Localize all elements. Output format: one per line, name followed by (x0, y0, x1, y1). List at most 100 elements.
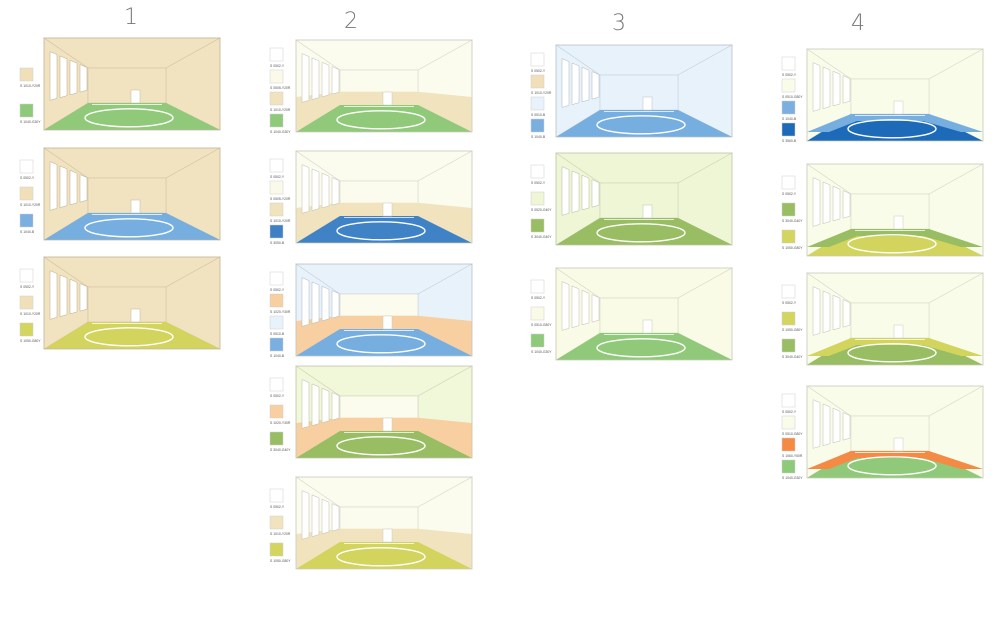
window (591, 179, 600, 208)
door (893, 215, 904, 230)
color-swatch (19, 322, 34, 337)
color-code-label: S 3050-B (270, 241, 285, 245)
court-circle (84, 327, 174, 347)
court-circle (84, 218, 174, 238)
room-variant: S 0502-Y S 0510-G80Y S 1040-B S 3560-B (781, 48, 985, 143)
right-wall-band (418, 91, 472, 132)
color-code-label: S 0502-Y (531, 181, 546, 185)
color-code-label: S 0510-B (270, 332, 285, 336)
room-variant: S 0502-Y S 0520-G40Y S 3040-G40Y (530, 152, 734, 246)
color-code-label: S 1040-B (782, 117, 797, 121)
floor (556, 110, 732, 137)
court-circle (336, 221, 426, 241)
color-code-label: S 1040-G30Y (270, 130, 291, 134)
window (832, 407, 841, 444)
window (812, 62, 821, 112)
window (842, 190, 851, 219)
color-code-label: S 0502-Y (20, 176, 35, 180)
color-swatch (269, 180, 284, 195)
window (321, 387, 330, 424)
window (301, 379, 310, 429)
room-variant: S 0502-Y S 0505-Y20R S 1010-Y20R S 1040-G30… (269, 39, 474, 134)
floor (296, 329, 472, 356)
color-swatch (530, 118, 545, 133)
court-circle (596, 115, 686, 135)
window (301, 490, 310, 540)
column-number: 2 (344, 9, 358, 34)
window (812, 286, 821, 336)
window (832, 185, 841, 222)
color-code-label: S 0510-G80Y (782, 95, 803, 99)
room-frame (43, 37, 221, 131)
window (59, 165, 68, 208)
color-swatch (530, 164, 545, 179)
floor (44, 322, 220, 349)
floor (296, 542, 472, 569)
left-wall-band (296, 528, 340, 569)
back-wall (850, 193, 930, 230)
color-swatch (19, 67, 34, 82)
color-swatch (19, 103, 34, 118)
color-swatch (269, 431, 284, 446)
scheme-column-4: 4 S 0502-Y S 0510-G80Y S 1040-B S 3560-B S 05… (781, 11, 985, 480)
room-variant: S 0502-Y S 1020-Y30R S 3040-G40Y (269, 365, 474, 459)
color-code-label: S 0502-Y (20, 285, 35, 289)
room-frame (555, 267, 733, 361)
color-code-label: S 0510-G80Y (531, 323, 552, 327)
color-code-label: S 1040-G30Y (782, 476, 803, 480)
door (642, 96, 653, 111)
color-swatch (781, 459, 796, 474)
color-swatch (269, 404, 284, 419)
back-wall (599, 182, 679, 219)
back-wall (87, 286, 167, 323)
color-swatch (530, 333, 545, 348)
room-variant: S 1010-Y20R S 1040-G30Y (19, 37, 222, 131)
back-wall-band (340, 528, 418, 542)
color-code-label: S 1040-B (270, 354, 285, 358)
color-swatch (269, 293, 284, 308)
window (69, 169, 78, 206)
window (822, 66, 831, 109)
color-code-label: S 0520-G40Y (531, 208, 552, 212)
right-wall-band (418, 202, 472, 243)
window (311, 281, 320, 324)
color-swatch (530, 306, 545, 321)
color-code-label: S 1010-Y20R (20, 84, 41, 88)
window (301, 53, 310, 103)
floor (556, 218, 732, 245)
room-frame (295, 150, 473, 244)
room-variant: S 0502-Y S 1050-G80Y S 3040-G40Y (781, 272, 985, 366)
court-circle (847, 456, 937, 476)
window (571, 285, 580, 328)
color-code-label: S 0502-Y (782, 301, 797, 305)
right-wall-band (418, 417, 472, 458)
window (59, 55, 68, 98)
scheme-column-1: 1 S 1010-Y20R S 1040-G30Y S 0502-Y S 1010-Y2… (19, 5, 222, 350)
window (79, 283, 88, 312)
color-swatch (781, 311, 796, 326)
color-swatch (530, 191, 545, 206)
color-swatch (269, 377, 284, 392)
back-wall-band (340, 417, 418, 431)
color-code-label: S 3560-B (782, 139, 797, 143)
right-wall-band (418, 315, 472, 356)
left-wall-band (296, 417, 340, 458)
window (331, 177, 340, 206)
room-variant: S 0502-Y S 1010-Y20R S 1040-B (19, 147, 222, 241)
window (311, 168, 320, 211)
back-wall (87, 67, 167, 104)
window (832, 294, 841, 331)
back-wall (850, 302, 930, 339)
column-number: 4 (851, 11, 865, 36)
window (301, 164, 310, 214)
room-frame (295, 476, 473, 570)
window (812, 177, 821, 227)
window (822, 181, 831, 224)
door (382, 528, 393, 543)
color-code-label: S 0502-Y (782, 410, 797, 414)
column-number: 3 (612, 11, 626, 36)
color-swatch (269, 337, 284, 352)
color-swatch (530, 279, 545, 294)
left-wall-band (296, 91, 340, 132)
